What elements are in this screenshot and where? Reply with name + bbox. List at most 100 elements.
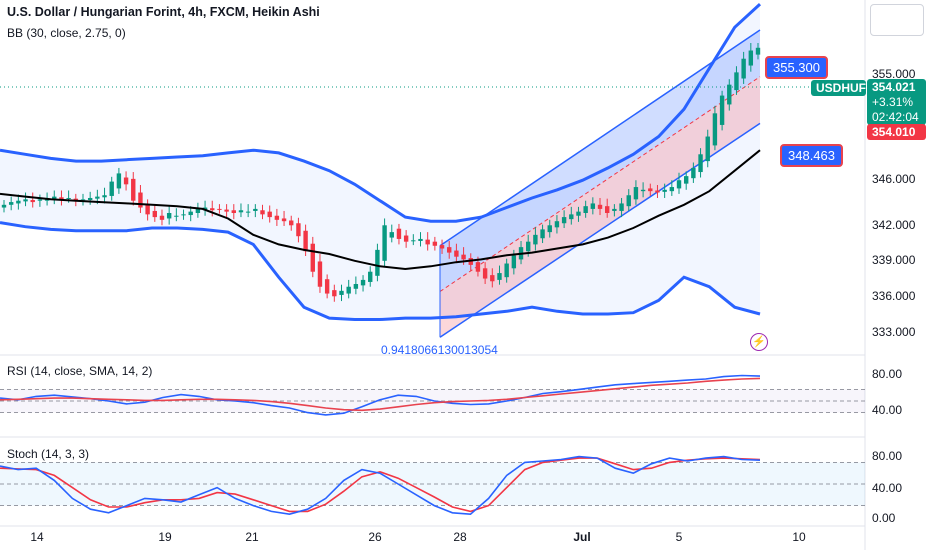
price-tick-333: 333.000 xyxy=(872,325,916,339)
candle-body xyxy=(712,113,718,146)
change-tag: +3.31% xyxy=(867,94,926,110)
candle-body xyxy=(231,210,236,213)
candle-body xyxy=(475,262,481,272)
rsi-line xyxy=(0,374,761,416)
rsi-legend[interactable]: RSI (14, close, SMA, 14, 2) xyxy=(7,364,153,378)
candle-body xyxy=(360,279,366,286)
candle-body xyxy=(267,211,272,218)
candle-body xyxy=(52,196,57,199)
last-price-tag: 354.021 xyxy=(867,79,926,95)
candle-body xyxy=(1,204,7,208)
bollinger-bands xyxy=(0,2,762,321)
stoch-pane xyxy=(0,455,865,516)
candle-body xyxy=(418,238,423,241)
candle-body xyxy=(411,240,416,242)
candle-body xyxy=(80,199,86,201)
candle-body xyxy=(540,229,545,239)
symbol-tag: USDHUF xyxy=(811,80,866,96)
lightning-alert-icon[interactable]: ⚡ xyxy=(750,333,768,351)
candle-body xyxy=(310,243,315,272)
channel-upper-line xyxy=(439,29,761,247)
bb-legend[interactable]: BB (30, close, 2.75, 0) xyxy=(7,26,126,40)
candle-body xyxy=(432,241,438,246)
price-tick-336: 336.000 xyxy=(872,289,916,303)
stoch-tick-0: 0.00 xyxy=(872,511,896,525)
channel-deviation-label: 0.9418066130013054 xyxy=(381,343,498,357)
time-tick-28: 28 xyxy=(453,530,467,544)
channel-upper-callout[interactable]: 355.300 xyxy=(765,56,828,79)
price-tick-342: 342.000 xyxy=(872,218,916,232)
candle-body xyxy=(533,234,538,245)
candle-body xyxy=(741,58,746,79)
candle-body xyxy=(676,180,682,189)
candle-body xyxy=(389,232,394,238)
candle-body xyxy=(181,214,186,216)
candle-body xyxy=(590,203,596,209)
candle-body xyxy=(260,210,265,215)
candle-body xyxy=(605,206,610,213)
stoch-tick-80: 80.00 xyxy=(872,449,903,463)
bb-band-fill xyxy=(0,4,760,320)
chart-title: U.S. Dollar / Hungarian Forint, 4h, FXCM… xyxy=(7,5,320,19)
bid-tag: 354.010 xyxy=(867,124,926,140)
bb-upper-line xyxy=(0,2,762,223)
candle-body xyxy=(195,208,201,213)
candle-body xyxy=(289,220,294,226)
candle-body xyxy=(23,199,28,202)
candle-body xyxy=(317,261,323,287)
candle-body xyxy=(159,215,165,220)
chart-toolbar-button[interactable] xyxy=(870,4,924,36)
candle-body xyxy=(339,290,344,295)
candle-body xyxy=(109,181,114,196)
candle-body xyxy=(755,47,761,55)
candle-body xyxy=(727,84,732,105)
candle-body xyxy=(87,197,93,201)
candle-body xyxy=(238,210,244,213)
candle-body xyxy=(698,154,703,173)
candle-body xyxy=(396,228,402,239)
price-tick-339: 339.000 xyxy=(872,253,916,267)
candle-body xyxy=(691,167,696,179)
stoch-legend[interactable]: Stoch (14, 3, 3) xyxy=(7,447,90,461)
candle-body xyxy=(8,202,14,205)
rsi-ma-line xyxy=(0,377,761,412)
candle-body xyxy=(37,199,43,201)
candle-body xyxy=(353,284,359,289)
stoch-tick-40: 40.00 xyxy=(872,481,903,495)
candle-body xyxy=(669,187,675,192)
candle-body xyxy=(116,173,122,189)
candle-body xyxy=(30,200,35,203)
candle-body xyxy=(274,215,280,220)
candle-body xyxy=(281,218,287,222)
time-tick-26: 26 xyxy=(368,530,382,544)
candle-body xyxy=(612,208,617,211)
candle-body xyxy=(526,241,531,252)
candle-body xyxy=(597,204,603,209)
candle-body xyxy=(403,235,409,242)
candle-body xyxy=(382,225,387,261)
candle-body xyxy=(324,279,330,294)
time-tick-10: 10 xyxy=(792,530,806,544)
candle-body xyxy=(482,268,488,279)
candle-body xyxy=(174,215,179,217)
candle-body xyxy=(633,187,639,200)
time-tick-19: 19 xyxy=(158,530,172,544)
candle-body xyxy=(332,290,337,297)
candle-body xyxy=(619,203,624,211)
countdown-tag: 02:42:04 xyxy=(867,109,926,125)
bb-basis-line xyxy=(0,149,761,271)
candle-body xyxy=(626,195,631,207)
candle-body xyxy=(188,211,193,216)
candle-body xyxy=(655,190,660,193)
candle-body xyxy=(554,221,560,228)
channel-lower-callout[interactable]: 348.463 xyxy=(780,144,843,167)
candle-body xyxy=(217,208,222,210)
candle-body xyxy=(66,197,71,199)
bb-lower-line xyxy=(0,221,761,321)
candle-body xyxy=(16,200,21,204)
candle-body xyxy=(296,223,301,237)
candle-body xyxy=(73,198,79,201)
rsi-tick-40: 40.00 xyxy=(872,403,903,417)
stoch-d-line xyxy=(0,457,761,513)
